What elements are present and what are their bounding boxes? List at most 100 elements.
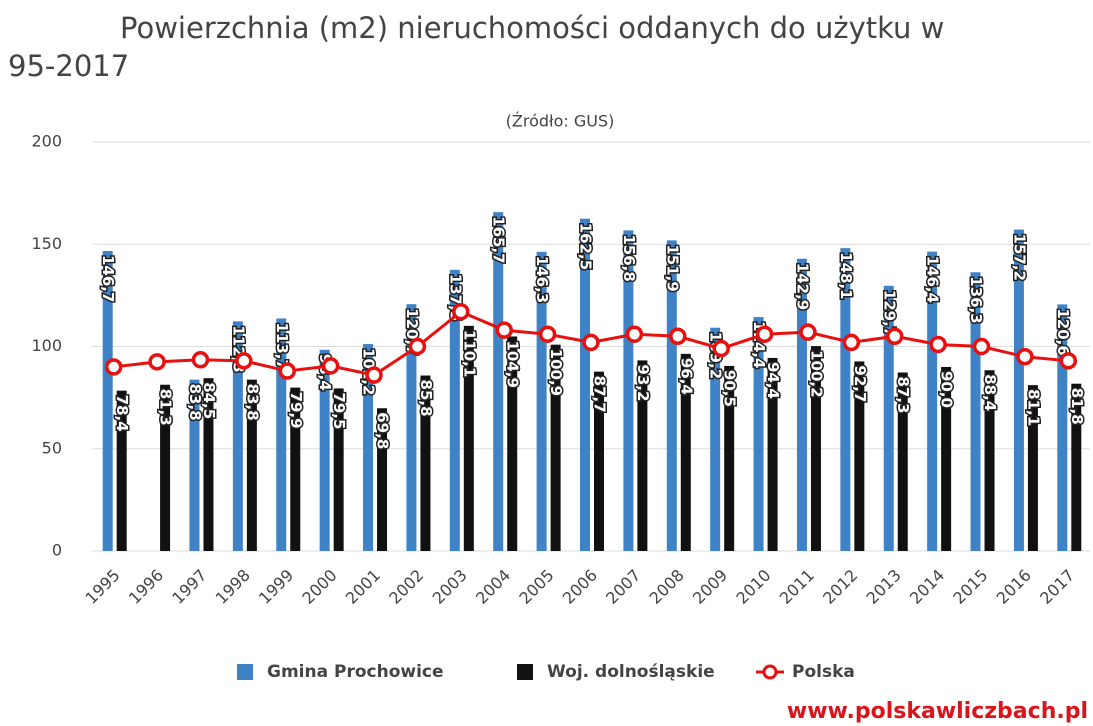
bar — [970, 272, 981, 551]
point — [1016, 347, 1034, 366]
chart-title: Powierzchnia (m2) nieruchomości oddanych… — [120, 11, 944, 45]
point — [365, 366, 383, 384]
point — [929, 335, 947, 354]
bar — [420, 375, 431, 551]
x-tick-label: 2017 — [1036, 566, 1078, 608]
point — [538, 325, 557, 343]
x-tick-label: 1998 — [212, 566, 254, 608]
bar — [536, 251, 547, 551]
data-label: 79,5 — [330, 392, 348, 429]
legend-swatch — [762, 664, 778, 680]
point — [1059, 352, 1078, 370]
point — [669, 327, 687, 346]
bar — [363, 344, 374, 551]
bar — [637, 360, 648, 551]
x-tick-label: 2011 — [776, 566, 818, 608]
bar — [897, 372, 908, 551]
data-label: 85,8 — [417, 380, 435, 417]
bar — [623, 230, 634, 551]
data-label: 81,3 — [157, 389, 175, 426]
x-tick-label: 1997 — [168, 566, 210, 608]
data-label: 129,7 — [880, 290, 898, 337]
bar — [796, 258, 807, 551]
bar — [449, 269, 460, 551]
bar — [984, 370, 995, 551]
bar — [463, 325, 474, 551]
bar — [246, 379, 257, 551]
point — [104, 358, 123, 376]
x-tick-label: 2001 — [342, 566, 384, 608]
y-tick-label: 150 — [31, 234, 62, 253]
x-tick-label: 2002 — [385, 566, 427, 608]
data-label: 81,1 — [1024, 389, 1042, 426]
x-tick-label: 2006 — [559, 566, 601, 608]
data-label: 69,8 — [374, 412, 392, 449]
data-label: 136,3 — [967, 276, 985, 323]
x-tick-label: 2010 — [732, 566, 774, 608]
bar — [666, 240, 677, 551]
bar — [710, 327, 721, 551]
point — [755, 325, 774, 343]
x-tick-label: 2009 — [689, 566, 731, 608]
data-label: 110,1 — [460, 330, 478, 377]
x-tick-label: 2005 — [515, 566, 557, 608]
data-label: 78,4 — [113, 395, 131, 432]
bar — [927, 251, 938, 551]
chart-title: 95-2017 — [8, 49, 129, 83]
x-tick-label: 2008 — [646, 566, 688, 608]
point — [408, 337, 427, 356]
x-tick-label: 2000 — [298, 566, 340, 608]
bar — [753, 317, 764, 551]
data-label: 157,2 — [1010, 234, 1028, 281]
x-tick-label: 2003 — [429, 566, 471, 608]
bar — [232, 321, 243, 551]
legend-label: Polska — [792, 662, 855, 682]
point — [972, 337, 991, 356]
bar — [1071, 383, 1082, 551]
bar — [680, 353, 691, 551]
bar — [1013, 229, 1024, 551]
bar — [116, 390, 127, 551]
x-tick-label: 1996 — [125, 566, 167, 608]
x-tick-label: 2007 — [602, 566, 644, 608]
x-tick-label: 2012 — [819, 566, 861, 608]
bar — [1057, 304, 1068, 551]
bar — [810, 346, 821, 551]
data-label: 94,4 — [764, 362, 782, 399]
bar — [724, 365, 735, 551]
watermark: www.polskawliczbach.pl — [787, 699, 1088, 724]
bar — [840, 248, 851, 551]
bar — [854, 361, 865, 551]
point — [495, 321, 513, 339]
legend-swatch — [517, 664, 533, 680]
bar — [594, 371, 604, 551]
bar — [507, 336, 518, 551]
x-tick-label: 2015 — [949, 566, 991, 608]
y-tick-label: 0 — [52, 541, 62, 560]
bar — [767, 357, 778, 551]
point — [712, 339, 730, 358]
bar — [189, 379, 200, 551]
chart-subtitle: (Źródło: GUS) — [506, 112, 615, 131]
bar — [1027, 385, 1038, 551]
point — [625, 325, 644, 343]
data-label: 165,7 — [490, 216, 508, 263]
data-label: 104,9 — [504, 340, 522, 387]
data-label: 120,6 — [1054, 308, 1072, 355]
data-label: 96,4 — [677, 358, 695, 395]
data-label: 151,9 — [663, 244, 681, 291]
y-tick-label: 100 — [31, 336, 62, 355]
data-label: 87,7 — [591, 376, 609, 413]
data-label: 88,4 — [981, 374, 999, 411]
x-tick-label: 2016 — [993, 566, 1035, 608]
data-label: 156,8 — [620, 234, 638, 281]
data-label: 146,4 — [924, 256, 942, 303]
data-label: 87,3 — [894, 376, 912, 413]
point — [799, 323, 817, 341]
bar — [102, 250, 113, 551]
data-label: 83,8 — [243, 384, 261, 421]
data-label: 79,9 — [287, 392, 305, 429]
bar — [493, 212, 504, 551]
point — [885, 327, 904, 346]
x-tick-label: 2004 — [472, 566, 514, 608]
